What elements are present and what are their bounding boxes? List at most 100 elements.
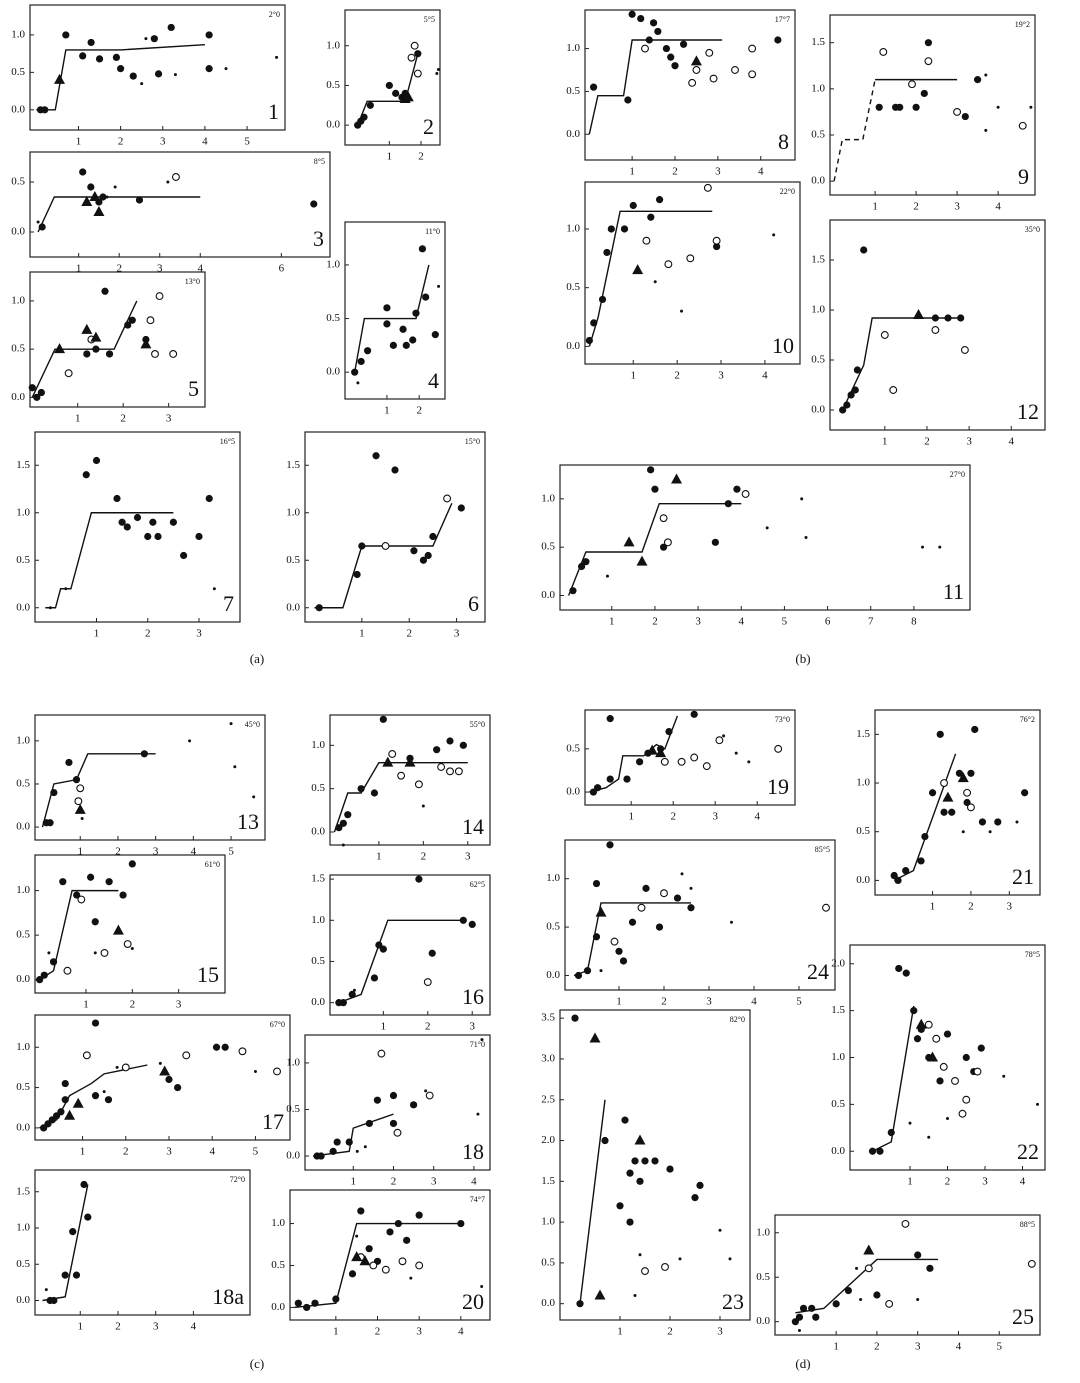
filled-point <box>637 14 645 23</box>
filled-point <box>82 471 90 479</box>
open-point <box>423 978 432 987</box>
triangle-point <box>646 744 658 755</box>
fit-line <box>357 53 419 126</box>
filled-point <box>621 1116 629 1124</box>
x-tick-label: 1 <box>628 811 634 823</box>
panel-number: 3 <box>313 226 324 251</box>
panel-number: 4 <box>428 368 439 393</box>
panel-note: 15°0 <box>465 437 480 446</box>
small-dot <box>908 1121 912 1125</box>
filled-point <box>631 1157 639 1165</box>
x-tick-label: 3 <box>718 370 724 382</box>
filled-point <box>994 818 1002 826</box>
small-dot <box>115 1065 119 1069</box>
open-point <box>688 78 697 87</box>
x-tick-label: 1 <box>907 1176 913 1188</box>
small-dot <box>409 1276 413 1280</box>
small-dot <box>48 606 52 610</box>
filled-point <box>410 547 418 555</box>
open-point <box>415 1261 424 1270</box>
filled-point <box>948 808 956 816</box>
x-tick-label: 1 <box>77 846 83 858</box>
open-point <box>1027 1259 1036 1268</box>
open-point <box>686 254 695 263</box>
x-tick-label: 3 <box>954 201 960 213</box>
y-tick-label: 0.5 <box>541 1256 555 1268</box>
filled-point <box>876 1147 884 1155</box>
open-point <box>100 948 109 957</box>
panel-note: 72°0 <box>230 1175 245 1184</box>
filled-point <box>87 183 95 191</box>
open-point <box>377 1049 386 1058</box>
x-tick-label: 1 <box>351 1176 357 1188</box>
panel-number: 17 <box>262 1109 284 1134</box>
small-dot <box>1015 820 1019 824</box>
filled-point <box>72 776 81 784</box>
y-tick-label: 0.0 <box>311 826 325 838</box>
filled-point <box>357 785 365 793</box>
panel-number: 23 <box>722 1289 744 1314</box>
x-tick-label: 4 <box>209 1146 215 1158</box>
filled-point <box>144 532 152 541</box>
triangle-point <box>74 803 86 814</box>
filled-point <box>943 1030 952 1038</box>
x-tick-label: 2 <box>674 370 680 382</box>
y-tick-label: 0.5 <box>286 1103 300 1115</box>
panel-note: 19°2 <box>1015 20 1030 29</box>
filled-point <box>961 112 969 121</box>
open-point <box>940 779 949 787</box>
y-tick-label: 0.5 <box>311 955 325 967</box>
small-dot <box>480 1038 484 1042</box>
filled-point <box>205 65 213 73</box>
filled-point <box>363 347 372 355</box>
y-tick-label: 1.0 <box>16 1222 30 1234</box>
small-dot <box>599 969 603 973</box>
y-tick-label: 1.0 <box>856 777 870 789</box>
plot-frame <box>289 1189 491 1321</box>
open-point <box>939 1062 948 1071</box>
y-tick-label: 0.5 <box>11 66 25 78</box>
filled-point <box>415 875 423 883</box>
small-dot <box>437 284 441 288</box>
small-dot <box>80 816 84 820</box>
filled-point <box>628 10 636 18</box>
filled-point <box>962 1053 970 1062</box>
open-point <box>958 1109 967 1118</box>
y-tick-label: 1.5 <box>16 459 30 471</box>
panel-note: 73°0 <box>775 715 790 724</box>
small-dot <box>435 72 439 76</box>
filled-point <box>431 331 439 339</box>
panel-number: 5 <box>188 376 199 401</box>
small-dot <box>224 67 228 71</box>
triangle-point <box>54 73 66 84</box>
panel-number: 2 <box>423 114 434 139</box>
small-dot <box>352 988 356 992</box>
y-tick-label: 1.0 <box>326 39 340 51</box>
filled-point <box>667 53 675 61</box>
open-point <box>953 107 962 116</box>
filled-point <box>687 904 695 912</box>
filled-point <box>619 957 628 965</box>
panel-note: 11°0 <box>425 227 440 236</box>
small-dot <box>921 545 925 549</box>
filled-point <box>317 1152 325 1160</box>
filled-point <box>626 1218 634 1226</box>
filled-point <box>974 76 982 84</box>
filled-point <box>329 1147 337 1155</box>
open-point <box>660 889 668 898</box>
filled-point <box>574 971 583 980</box>
filled-point <box>832 1300 840 1308</box>
small-dot <box>653 280 657 284</box>
x-tick-label: 7 <box>868 616 874 628</box>
y-tick-label: 0.0 <box>11 226 25 238</box>
x-tick-label: 4 <box>739 616 745 628</box>
filled-point <box>353 570 361 579</box>
triangle-point <box>636 555 648 566</box>
x-tick-label: 1 <box>381 1021 387 1033</box>
open-point <box>123 940 132 948</box>
y-tick-label: 1.5 <box>811 36 825 48</box>
triangle-point <box>671 473 683 484</box>
small-dot <box>961 830 965 834</box>
filled-point <box>409 1101 418 1109</box>
open-point <box>1018 121 1027 130</box>
